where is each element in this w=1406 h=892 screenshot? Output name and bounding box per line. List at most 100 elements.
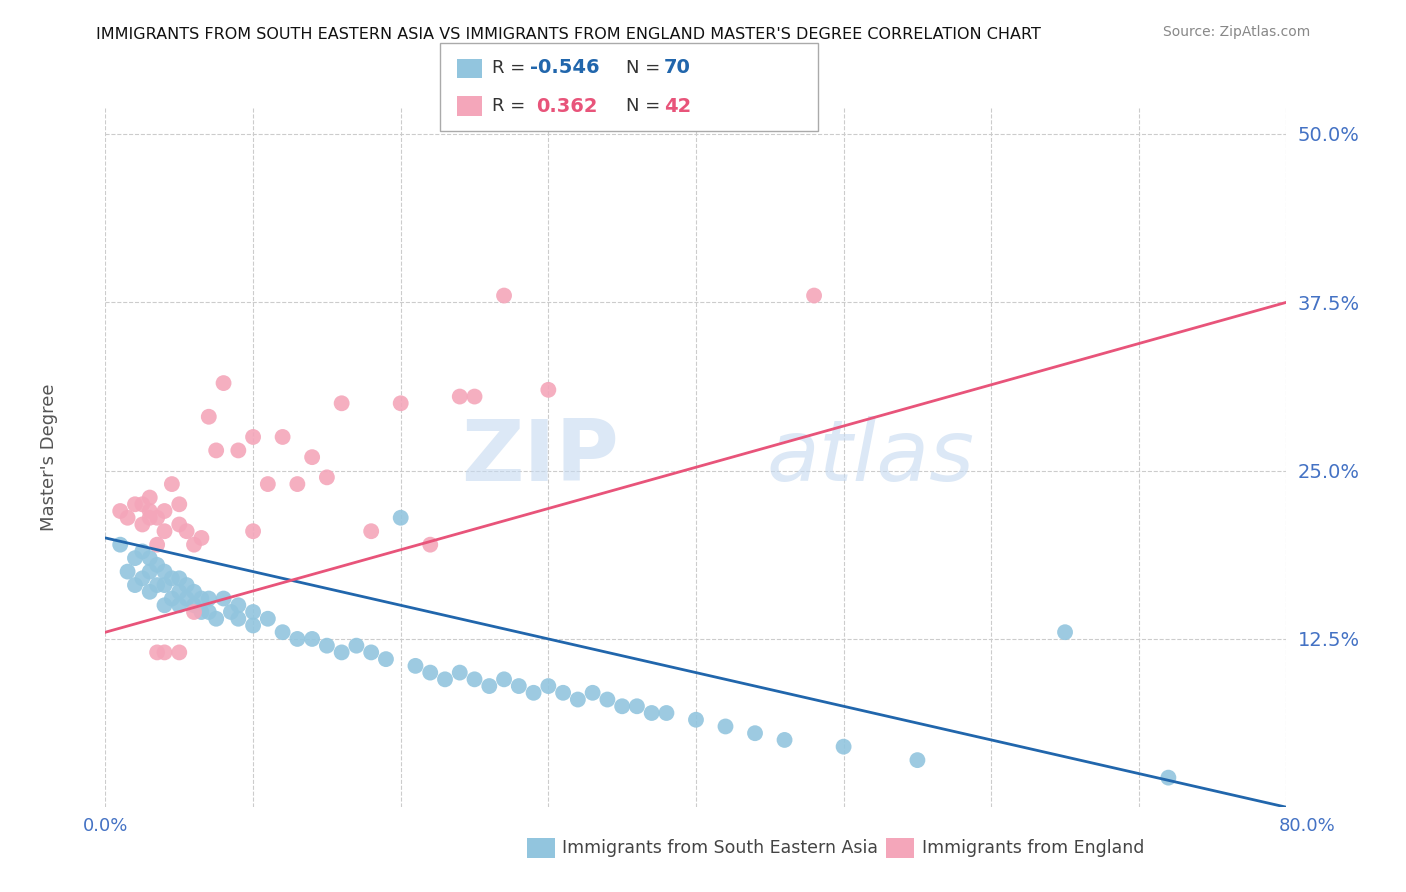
Point (153, 599, 176, 613)
Point (301, 632, 323, 646)
Point (146, 538, 169, 552)
Text: 42: 42 (664, 96, 690, 116)
Point (537, 383, 560, 397)
Point (389, 396, 412, 410)
Text: -0.546: -0.546 (530, 58, 600, 78)
Point (183, 599, 205, 613)
Point (405, 658, 427, 673)
Point (330, 645, 353, 659)
Point (464, 673, 486, 687)
Point (169, 645, 191, 659)
Point (655, 706, 678, 720)
Point (110, 538, 132, 552)
Point (138, 491, 162, 505)
Point (146, 645, 169, 659)
Point (212, 376, 235, 390)
Point (146, 558, 169, 572)
Point (219, 605, 242, 619)
Point (153, 565, 176, 579)
Point (744, 726, 766, 740)
Text: IMMIGRANTS FROM SOUTH EASTERN ASIA VS IMMIGRANTS FROM ENGLAND MASTER'S DEGREE CO: IMMIGRANTS FROM SOUTH EASTERN ASIA VS IM… (96, 27, 1040, 42)
Point (907, 753, 929, 767)
Point (271, 625, 294, 640)
Point (1054, 625, 1077, 640)
Point (551, 686, 574, 700)
Point (131, 517, 153, 532)
Point (641, 706, 664, 720)
Point (346, 639, 368, 653)
Point (197, 409, 219, 424)
Point (176, 591, 198, 606)
Point (131, 571, 153, 585)
Point (685, 713, 707, 727)
Point (419, 665, 441, 680)
Point (419, 538, 441, 552)
Point (360, 645, 382, 659)
Point (449, 390, 471, 404)
Point (242, 430, 264, 444)
Point (169, 571, 191, 585)
Point (360, 524, 382, 539)
Text: 0.0%: 0.0% (83, 817, 128, 835)
Point (1157, 771, 1180, 785)
Point (183, 584, 205, 599)
Point (271, 430, 294, 444)
Point (567, 692, 589, 706)
Point (492, 673, 515, 687)
Text: Master's Degree: Master's Degree (39, 384, 58, 531)
Point (773, 733, 796, 747)
Point (508, 679, 530, 693)
Point (626, 699, 648, 714)
Point (153, 504, 176, 518)
Point (169, 497, 191, 511)
Point (315, 470, 337, 484)
Point (228, 599, 250, 613)
Point (124, 551, 146, 566)
Point (131, 544, 153, 558)
Point (301, 450, 323, 464)
Point (169, 517, 191, 532)
Point (124, 578, 146, 592)
Text: N =: N = (626, 59, 665, 77)
Point (190, 591, 212, 606)
Point (190, 531, 212, 545)
Point (330, 396, 353, 410)
Point (257, 477, 280, 491)
Point (205, 443, 228, 458)
Point (832, 739, 855, 754)
Point (478, 679, 501, 693)
Point (160, 571, 183, 585)
Point (228, 443, 250, 458)
Point (242, 605, 264, 619)
Point (176, 524, 198, 539)
Point (117, 565, 139, 579)
Point (610, 699, 633, 714)
Point (464, 390, 486, 404)
Point (242, 618, 264, 632)
Point (228, 612, 250, 626)
Point (197, 605, 219, 619)
Point (183, 538, 205, 552)
Point (138, 551, 162, 566)
Point (146, 510, 169, 524)
Point (449, 665, 471, 680)
Text: N =: N = (626, 97, 665, 115)
Point (138, 584, 162, 599)
Point (803, 288, 825, 302)
Point (153, 524, 176, 539)
Text: 80.0%: 80.0% (1279, 817, 1336, 835)
Point (492, 288, 515, 302)
Text: Source: ZipAtlas.com: Source: ZipAtlas.com (1163, 25, 1310, 39)
Point (523, 686, 546, 700)
Point (287, 632, 309, 646)
Point (212, 591, 235, 606)
Text: ZIP: ZIP (461, 416, 619, 499)
Point (169, 584, 191, 599)
Point (160, 477, 183, 491)
Text: 70: 70 (664, 58, 690, 78)
Point (596, 692, 619, 706)
Text: 0.362: 0.362 (536, 96, 598, 116)
Point (138, 565, 162, 579)
Point (537, 679, 560, 693)
Text: Immigrants from South Eastern Asia: Immigrants from South Eastern Asia (562, 839, 879, 857)
